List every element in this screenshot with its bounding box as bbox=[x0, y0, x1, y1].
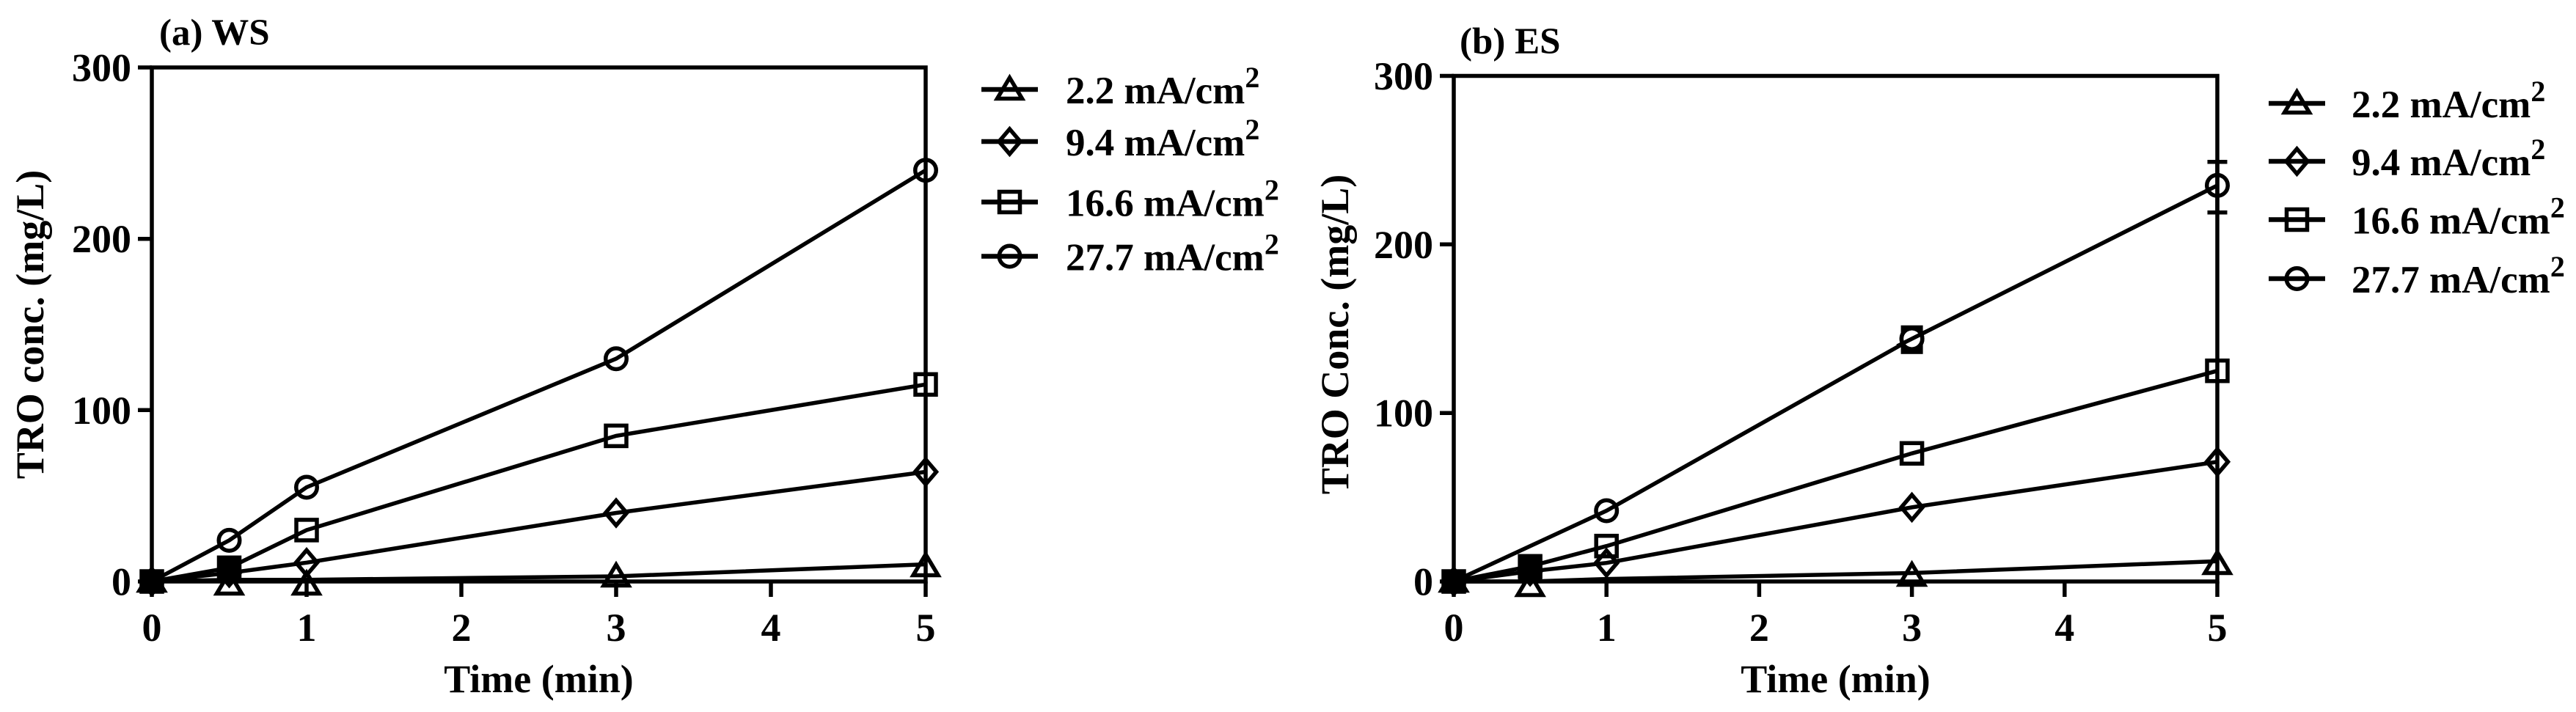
svg-text:27.7 mA/cm2: 27.7 mA/cm2 bbox=[2352, 250, 2565, 301]
svg-text:4: 4 bbox=[761, 606, 781, 650]
svg-text:27.7 mA/cm2: 27.7 mA/cm2 bbox=[1066, 228, 1279, 279]
svg-text:TRO conc. (mg/L): TRO conc. (mg/L) bbox=[8, 170, 52, 479]
svg-text:Time (min): Time (min) bbox=[444, 657, 633, 701]
svg-text:Time (min): Time (min) bbox=[1741, 657, 1930, 701]
svg-text:TRO Conc. (mg/L): TRO Conc. (mg/L) bbox=[1313, 175, 1357, 494]
svg-text:0: 0 bbox=[1444, 606, 1464, 650]
svg-text:2: 2 bbox=[452, 606, 472, 650]
svg-text:2.2 mA/cm2: 2.2 mA/cm2 bbox=[2352, 75, 2545, 126]
svg-text:300: 300 bbox=[1374, 54, 1433, 98]
svg-text:300: 300 bbox=[72, 46, 131, 90]
svg-text:16.6 mA/cm2: 16.6 mA/cm2 bbox=[2352, 191, 2565, 243]
svg-text:16.6 mA/cm2: 16.6 mA/cm2 bbox=[1066, 174, 1279, 225]
svg-text:0: 0 bbox=[1413, 560, 1433, 604]
svg-text:1: 1 bbox=[1597, 606, 1617, 650]
svg-text:3: 3 bbox=[1902, 606, 1922, 650]
svg-text:100: 100 bbox=[72, 389, 131, 433]
svg-text:0: 0 bbox=[111, 560, 131, 604]
svg-text:200: 200 bbox=[1374, 223, 1433, 267]
svg-text:(a) WS: (a) WS bbox=[159, 12, 270, 54]
svg-text:200: 200 bbox=[72, 217, 131, 261]
svg-text:3: 3 bbox=[607, 606, 626, 650]
svg-text:(b) ES: (b) ES bbox=[1460, 21, 1560, 62]
svg-text:100: 100 bbox=[1374, 392, 1433, 436]
svg-text:4: 4 bbox=[2054, 606, 2074, 650]
svg-text:5: 5 bbox=[2208, 606, 2228, 650]
svg-text:5: 5 bbox=[916, 606, 936, 650]
svg-text:9.4 mA/cm2: 9.4 mA/cm2 bbox=[2352, 133, 2545, 184]
svg-text:0: 0 bbox=[142, 606, 162, 650]
svg-text:2: 2 bbox=[1749, 606, 1769, 650]
svg-text:2.2 mA/cm2: 2.2 mA/cm2 bbox=[1066, 61, 1259, 112]
svg-text:1: 1 bbox=[297, 606, 317, 650]
svg-text:9.4 mA/cm2: 9.4 mA/cm2 bbox=[1066, 113, 1259, 164]
